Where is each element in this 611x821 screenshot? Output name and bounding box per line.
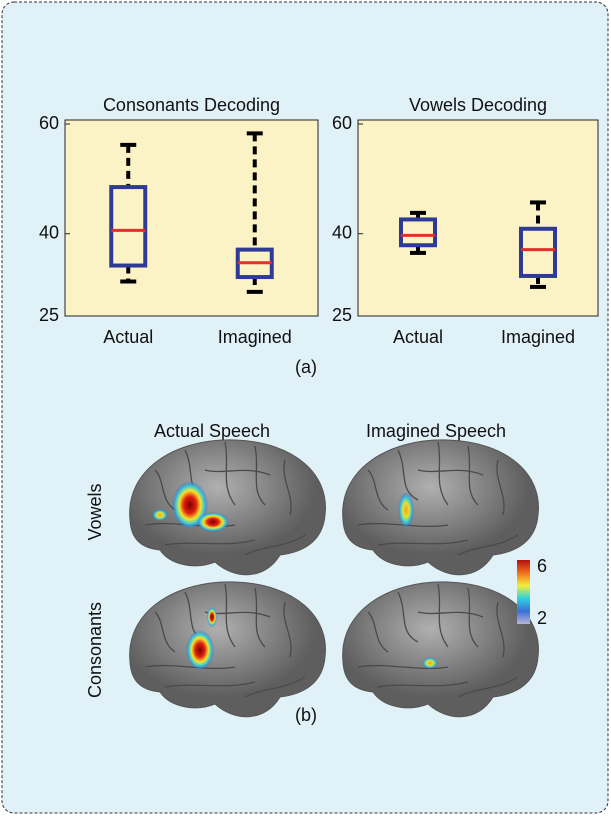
activation [207, 607, 217, 627]
row-label: Consonants [85, 602, 105, 698]
y-tick-label: 60 [39, 113, 59, 133]
activation [186, 630, 214, 670]
panel-label: (b) [295, 705, 317, 725]
activation [152, 509, 168, 521]
x-tick-label: Imagined [501, 327, 575, 347]
box [109, 185, 148, 268]
y-tick-label: 60 [332, 113, 352, 133]
chart-title: Consonants Decoding [103, 95, 280, 115]
box [519, 226, 557, 278]
row-label: Vowels [85, 483, 105, 540]
y-tick-label: 25 [39, 305, 59, 325]
box [399, 217, 437, 248]
column-label: Imagined Speech [366, 421, 506, 441]
y-tick-label: 25 [332, 305, 352, 325]
plot-area [64, 119, 319, 317]
activation [422, 657, 438, 669]
x-tick-label: Actual [103, 327, 153, 347]
activation [197, 512, 229, 532]
plot-area [357, 119, 599, 317]
colorbar [517, 560, 530, 624]
chart-title: Vowels Decoding [409, 95, 547, 115]
activation [172, 481, 208, 529]
colorbar-label: 6 [537, 556, 547, 576]
x-tick-label: Imagined [218, 327, 292, 347]
activation [398, 492, 414, 528]
panel-label: (a) [295, 357, 317, 377]
column-label: Actual Speech [154, 421, 270, 441]
y-tick-label: 40 [39, 222, 59, 242]
colorbar-label: 2 [537, 608, 547, 628]
x-tick-label: Actual [393, 327, 443, 347]
brain-grid: Actual Speech Imagined Speech Vowels Con… [85, 421, 547, 718]
y-tick-label: 40 [332, 222, 352, 242]
